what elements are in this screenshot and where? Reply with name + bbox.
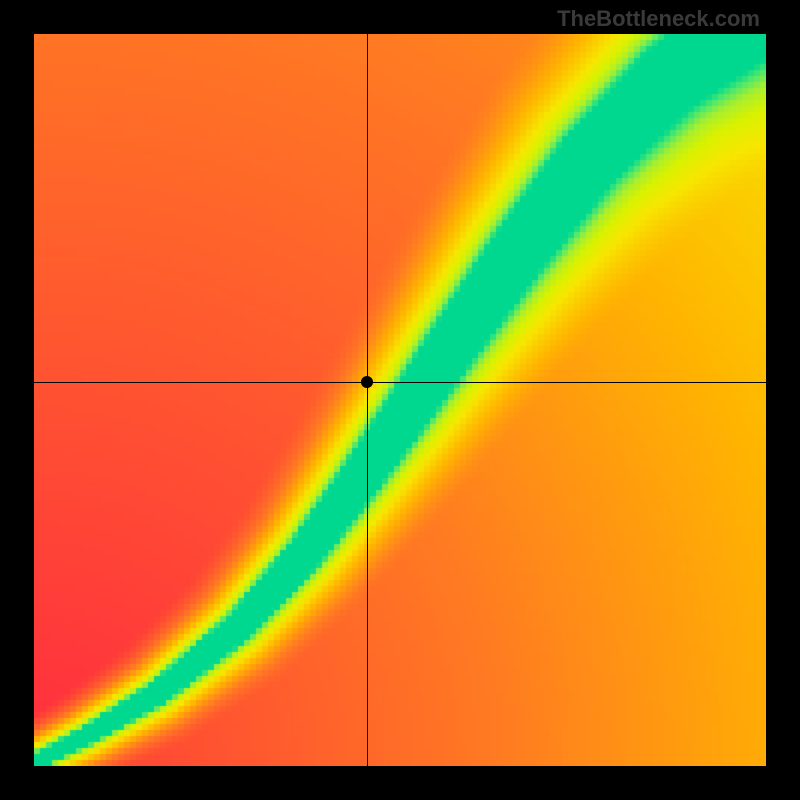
chart-frame: TheBottleneck.com xyxy=(0,0,800,800)
heatmap-canvas xyxy=(34,34,766,766)
heatmap-plot xyxy=(34,34,766,766)
attribution-text: TheBottleneck.com xyxy=(557,6,760,32)
